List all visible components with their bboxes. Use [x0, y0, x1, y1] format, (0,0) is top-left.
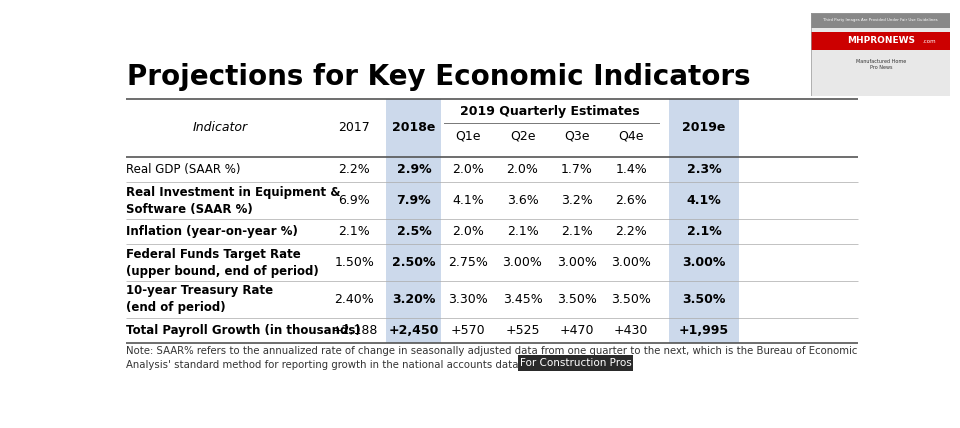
Text: +1,995: +1,995: [679, 324, 729, 337]
Text: 2.75%: 2.75%: [448, 256, 488, 269]
Text: 2.2%: 2.2%: [615, 225, 647, 238]
Text: 2.1%: 2.1%: [339, 225, 371, 238]
Text: 6.9%: 6.9%: [339, 194, 371, 207]
Text: +570: +570: [451, 324, 486, 337]
Text: +2,450: +2,450: [389, 324, 439, 337]
Text: 2.2%: 2.2%: [339, 163, 371, 176]
Text: 3.50%: 3.50%: [557, 293, 597, 306]
Text: +2,188: +2,188: [331, 324, 377, 337]
Text: 3.50%: 3.50%: [612, 293, 651, 306]
Text: 7.9%: 7.9%: [396, 194, 431, 207]
Text: 3.30%: 3.30%: [448, 293, 488, 306]
Text: Projections for Key Economic Indicators: Projections for Key Economic Indicators: [128, 63, 751, 91]
Text: 2.3%: 2.3%: [686, 163, 721, 176]
Text: MHPRONEWS: MHPRONEWS: [847, 36, 915, 45]
Text: 2.50%: 2.50%: [392, 256, 436, 269]
Bar: [386, 99, 442, 343]
Text: +470: +470: [560, 324, 594, 337]
Text: 2.0%: 2.0%: [452, 163, 484, 176]
Text: 2018e: 2018e: [393, 122, 436, 134]
Text: 10-year Treasury Rate
(end of period): 10-year Treasury Rate (end of period): [126, 284, 273, 314]
Text: 2.1%: 2.1%: [507, 225, 539, 238]
Text: Q3e: Q3e: [564, 130, 589, 143]
Text: 2.9%: 2.9%: [396, 163, 431, 176]
Text: Inflation (year-on-year %): Inflation (year-on-year %): [126, 225, 298, 238]
Text: Real GDP (SAAR %): Real GDP (SAAR %): [126, 163, 240, 176]
Text: 1.4%: 1.4%: [615, 163, 647, 176]
Text: Q1e: Q1e: [455, 130, 481, 143]
Text: +430: +430: [614, 324, 648, 337]
Text: Q2e: Q2e: [510, 130, 536, 143]
Text: 2017: 2017: [339, 122, 371, 134]
Text: 2.5%: 2.5%: [396, 225, 431, 238]
Text: 2.1%: 2.1%: [561, 225, 592, 238]
Text: Third Party Images Are Provided Under Fair Use Guidelines: Third Party Images Are Provided Under Fa…: [824, 18, 938, 22]
Text: Manufactured Home
Pro News: Manufactured Home Pro News: [855, 59, 906, 70]
Text: 3.00%: 3.00%: [557, 256, 597, 269]
Text: 2.40%: 2.40%: [334, 293, 374, 306]
Text: 2019 Quarterly Estimates: 2019 Quarterly Estimates: [460, 105, 639, 119]
Text: 3.6%: 3.6%: [507, 194, 539, 207]
Text: Federal Funds Target Rate
(upper bound, end of period): Federal Funds Target Rate (upper bound, …: [126, 247, 319, 278]
Bar: [669, 99, 739, 343]
Text: 4.1%: 4.1%: [686, 194, 721, 207]
Text: Real Investment in Equipment &
Software (SAAR %): Real Investment in Equipment & Software …: [126, 185, 341, 216]
Text: 2019e: 2019e: [683, 122, 726, 134]
Text: 1.7%: 1.7%: [561, 163, 592, 176]
Text: 3.50%: 3.50%: [683, 293, 726, 306]
Text: Indicator: Indicator: [193, 122, 248, 134]
Text: Note: SAAR% refers to the annualized rate of change in seasonally adjusted data : Note: SAAR% refers to the annualized rat…: [126, 346, 857, 370]
Text: 3.20%: 3.20%: [393, 293, 436, 306]
Text: 3.45%: 3.45%: [503, 293, 542, 306]
Bar: [811, 13, 950, 28]
Text: 3.00%: 3.00%: [683, 256, 726, 269]
Text: 3.2%: 3.2%: [561, 194, 592, 207]
Text: Q4e: Q4e: [618, 130, 644, 143]
Text: .com: .com: [923, 39, 936, 44]
Text: 2.6%: 2.6%: [615, 194, 647, 207]
Text: 2.0%: 2.0%: [452, 225, 484, 238]
Text: 4.1%: 4.1%: [452, 194, 484, 207]
Text: +525: +525: [505, 324, 540, 337]
Bar: [811, 32, 950, 51]
Text: For Construction Pros: For Construction Pros: [519, 358, 632, 368]
Bar: [811, 28, 950, 96]
Text: 1.50%: 1.50%: [334, 256, 374, 269]
Text: 2.0%: 2.0%: [507, 163, 539, 176]
Bar: [518, 355, 634, 371]
Text: Total Payroll Growth (in thousands): Total Payroll Growth (in thousands): [126, 324, 361, 337]
Text: 3.00%: 3.00%: [612, 256, 651, 269]
Text: 2.1%: 2.1%: [686, 225, 721, 238]
Text: 3.00%: 3.00%: [503, 256, 542, 269]
